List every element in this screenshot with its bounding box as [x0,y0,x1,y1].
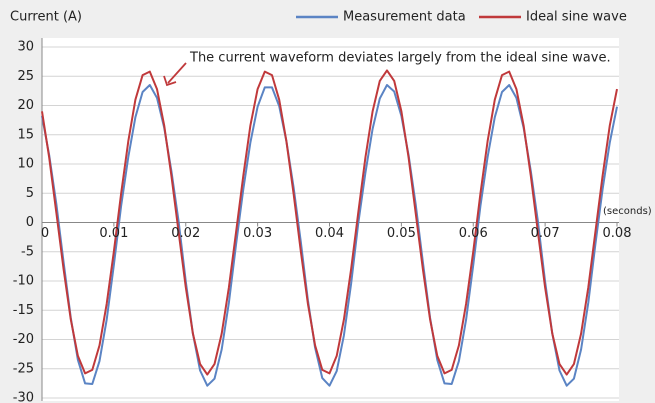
plot-area [42,38,619,401]
legend: Measurement data Ideal sine wave [296,10,627,25]
x-tick-label: 0 [41,226,49,241]
y-tick-label: -20 [13,332,34,347]
series-line [41,69,618,376]
x-tick-label: 0.06 [459,226,488,241]
y-tick-label: -25 [13,361,34,376]
x-tick-label: 0.05 [387,226,416,241]
lines [41,69,618,387]
y-tick-label: -15 [13,303,34,318]
y-tick-label: 20 [17,98,34,113]
legend-label: Measurement data [343,10,466,25]
y-tick-label: 0 [26,215,34,230]
y-tick-label: 15 [17,127,34,142]
annotation: The current waveform deviates largely fr… [189,51,611,66]
x-tick-label: 0.08 [603,226,632,241]
x-axis-label: (seconds) [603,206,652,217]
annotation-arrowhead [163,75,177,87]
y-tick-label: 10 [17,157,34,172]
y-tick-label: 25 [17,69,34,84]
annotation-arrow [167,62,187,84]
legend-label: Ideal sine wave [526,10,627,25]
y-tick-label: 5 [26,186,34,201]
y-tick-label: -5 [21,244,34,259]
x-tick-label: 0.04 [315,226,344,241]
x-tick-label: 0.07 [531,226,560,241]
x-tick-label: 0.01 [99,226,128,241]
x-tick-label: 0.03 [243,226,272,241]
y-tick-label: -30 [13,391,34,403]
x-tick-label: 0.02 [171,226,200,241]
y-tick-label: -10 [13,274,34,289]
y-tick-label: 30 [17,40,34,55]
y-axis-label: Current (A) [10,10,82,25]
